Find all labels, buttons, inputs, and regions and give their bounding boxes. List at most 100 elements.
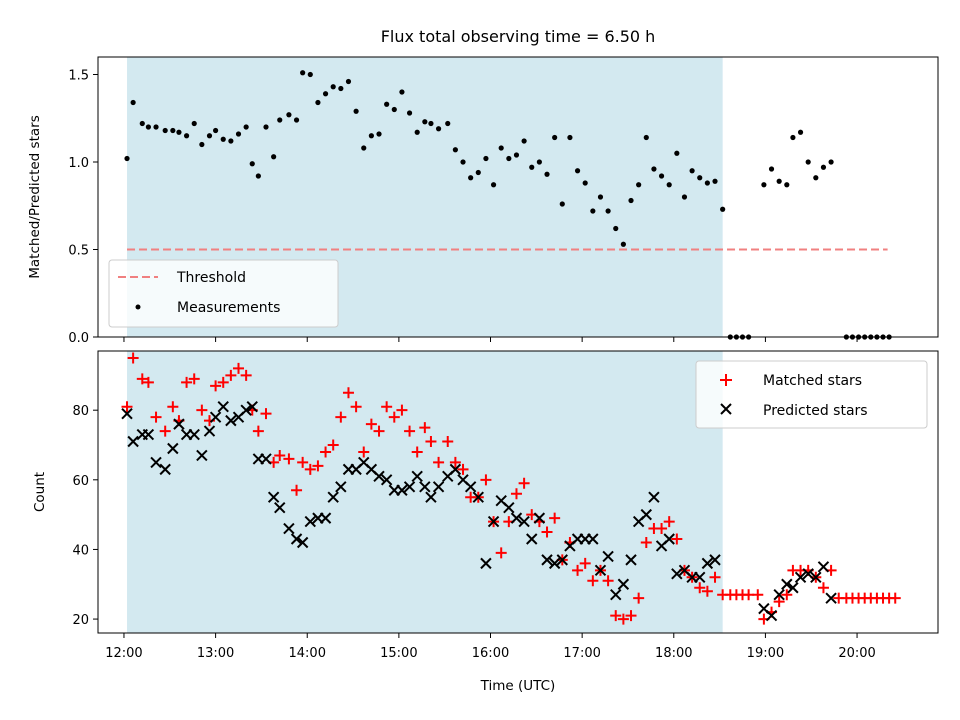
- matched-star-point: [240, 369, 252, 381]
- predicted-star-point: [594, 564, 607, 577]
- measurement-point: [353, 108, 359, 114]
- predicted-star-point: [548, 557, 561, 570]
- predicted-star-point: [663, 533, 675, 545]
- x-tick-label: 19:00: [747, 646, 784, 661]
- predicted-star-point: [173, 418, 185, 430]
- matched-star-point: [381, 401, 393, 413]
- matched-star-point: [640, 536, 652, 548]
- measurement-point: [243, 124, 249, 130]
- predicted-star-point: [765, 609, 778, 622]
- measurement-point: [384, 101, 390, 107]
- matched-star-point: [633, 592, 645, 604]
- measurement-point: [567, 134, 573, 141]
- measurement-point: [813, 175, 819, 181]
- measurement-point: [376, 131, 382, 137]
- measurement-point: [330, 84, 336, 90]
- predicted-star-point: [503, 501, 515, 514]
- measurement-point: [406, 110, 413, 116]
- predicted-star-point: [246, 400, 258, 413]
- measurement-point: [199, 141, 205, 148]
- matched-star-point: [327, 439, 339, 451]
- x-tick-label: 16:00: [472, 646, 509, 661]
- y-tick-label: 20: [72, 613, 89, 628]
- count-panel: 12:00 13:00 14:00 15:00 16:00 17:00 18:00 19:00…: [32, 350, 939, 694]
- predicted-star-point: [335, 481, 347, 493]
- matched-star-point: [136, 373, 148, 385]
- measurement-point: [552, 134, 558, 141]
- matched-star-point: [656, 523, 668, 535]
- predicted-star-point: [602, 550, 614, 563]
- predicted-star-point: [127, 435, 139, 448]
- predicted-star-point: [290, 533, 303, 545]
- measurement-point: [674, 150, 680, 156]
- matched-star-point: [260, 408, 272, 420]
- matched-star-point: [312, 460, 324, 472]
- measurement-point: [651, 166, 657, 172]
- y-tick-label: 40: [72, 543, 89, 558]
- matched-star-point: [625, 610, 637, 622]
- matched-star-point: [396, 404, 408, 416]
- measurement-point: [790, 134, 796, 141]
- predicted-star-point: [304, 515, 316, 528]
- measurement-point: [315, 99, 321, 106]
- matched-star-point: [579, 557, 591, 569]
- predicted-star-point: [480, 557, 492, 570]
- measurement-point: [590, 208, 596, 214]
- predicted-star-point: [640, 508, 652, 521]
- predicted-star-point: [802, 568, 814, 580]
- matched-star-point: [411, 446, 423, 458]
- predicted-star-point: [283, 522, 295, 535]
- predicted-star-point: [260, 453, 272, 465]
- predicted-star-point: [159, 463, 171, 476]
- measurement-point: [620, 241, 626, 247]
- matched-star-point: [617, 613, 629, 625]
- predicted-star-point: [487, 515, 500, 528]
- measurement-point: [139, 120, 145, 127]
- predicted-star-point: [419, 481, 431, 493]
- x-tick-label: 18:00: [655, 646, 692, 661]
- matched-star-point: [404, 425, 416, 437]
- measurement-point: [414, 129, 420, 135]
- ratio-panel: 0.0 0.5 1.0 1.5 Matched/Predicted stars Thr…: [27, 56, 939, 346]
- matched-star-point: [283, 453, 295, 465]
- measurement-point: [170, 127, 176, 134]
- matched-star-point: [425, 436, 437, 448]
- legend-measurements-label: Measurements: [177, 300, 280, 316]
- measurement-point: [582, 180, 588, 186]
- predicted-star-point: [373, 470, 385, 483]
- measurement-point: [597, 194, 604, 200]
- bottom-legend-box: [695, 360, 928, 429]
- matched-star-point: [127, 352, 139, 364]
- measurement-point: [628, 197, 634, 204]
- measurement-point: [183, 133, 190, 139]
- measurement-points: [124, 70, 892, 340]
- matched-star-point: [587, 575, 599, 587]
- measurement-point: [255, 173, 261, 179]
- predicted-star-point: [794, 571, 807, 584]
- matched-star-point: [419, 422, 431, 434]
- predicted-star-point: [526, 533, 538, 545]
- predicted-star-point: [203, 425, 216, 437]
- y-tick-label: 0.5: [68, 244, 89, 259]
- matched-star-point: [358, 446, 370, 458]
- measurement-point: [338, 85, 344, 92]
- y-tick-label: 60: [72, 474, 89, 489]
- top-legend-box: [108, 259, 339, 328]
- measurement-point: [490, 182, 497, 188]
- predicted-star-point: [625, 554, 637, 566]
- matched-star-point: [694, 582, 706, 594]
- matched-star-point: [188, 373, 200, 385]
- predicted-star-point: [121, 407, 133, 420]
- predicted-star-point: [327, 491, 339, 503]
- measurement-point: [391, 106, 397, 113]
- matched-star-point: [781, 589, 793, 601]
- measurement-point: [249, 161, 255, 167]
- predicted-star-point: [274, 501, 286, 514]
- top-y-axis-label: Matched/Predicted stars: [27, 115, 43, 278]
- measurement-point: [235, 131, 242, 137]
- bottom-legend: Matched stars Predicted stars: [695, 360, 928, 429]
- matched-star-point: [480, 474, 492, 486]
- bottom-axes-frame: [97, 350, 939, 634]
- matched-star-point: [142, 376, 154, 388]
- predicted-star-point: [167, 442, 179, 455]
